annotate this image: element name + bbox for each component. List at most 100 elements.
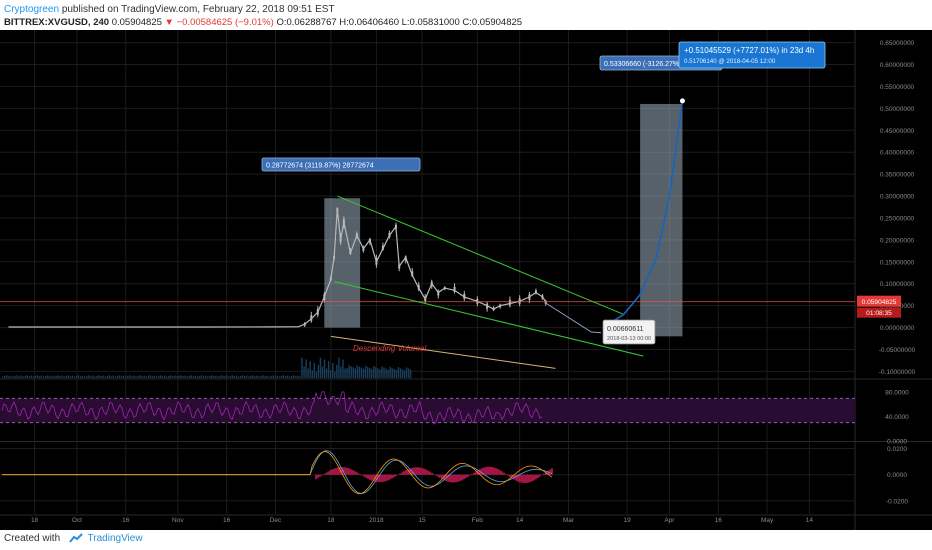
macd-histogram-bar: [535, 474, 537, 480]
volume-bar: [55, 375, 57, 378]
volume-bar: [38, 376, 41, 378]
candle-body: [528, 294, 531, 300]
volume-bar: [65, 375, 67, 378]
macd-histogram-bar: [525, 474, 527, 483]
volume-bar: [14, 375, 16, 378]
volume-bar: [47, 375, 49, 378]
volume-bar: [260, 375, 262, 378]
macd-histogram-bar: [421, 467, 423, 475]
price-axis[interactable]: 0.65000000 0.60000000 0.55000000 0.50000000…: [857, 40, 916, 376]
volume-bar: [131, 376, 133, 378]
macd-pane: 0.0200 0.0000 -0.0200: [0, 446, 908, 505]
volume-bar: [94, 376, 96, 378]
rsi-band: [0, 398, 855, 423]
volume-bar: [399, 368, 402, 378]
volume-bar: [323, 359, 326, 378]
volume-bar: [145, 376, 147, 378]
macd-histogram-bar: [533, 474, 535, 481]
chart-background: [0, 30, 932, 530]
macd-histogram-bar: [373, 474, 375, 482]
volume-bar: [139, 375, 141, 378]
volume-bar: [16, 375, 18, 378]
macd-histogram-bar: [451, 474, 453, 483]
volume-bar: [30, 375, 33, 378]
macd-histogram-bar: [347, 468, 349, 475]
projection-curve: [607, 100, 684, 326]
volume-bar: [116, 375, 119, 378]
volume-bar: [151, 376, 154, 378]
volume-bar: [102, 375, 104, 378]
macd-histogram-bar: [333, 468, 335, 475]
volume-bar: [293, 375, 295, 378]
macd-histogram-bar: [507, 474, 509, 476]
symbol-name[interactable]: BITTREX:XVGUSD, 240: [4, 17, 110, 28]
forecast-arrow: [545, 302, 602, 334]
volume-bar: [295, 376, 297, 378]
ohlc-values: O:0.06288767 H:0.06406460 L:0.05831000 C…: [276, 17, 523, 28]
volume-bars: [2, 357, 412, 378]
macd-histogram-bar: [391, 474, 393, 479]
price-tick-label: -0.10000000: [879, 369, 916, 376]
macd-histogram-bar: [365, 474, 367, 478]
rsi-pane: 80.0000 40.0000 0.0000: [0, 390, 909, 446]
macd-histogram-bar: [415, 467, 417, 475]
volume-bar: [332, 363, 334, 378]
publish-line: Cryptogreen published on TradingView.com…: [4, 4, 335, 15]
macd-signal-line: [2, 451, 553, 494]
target-sublabel: 0.51706140 @ 2018-04-05 12:00: [684, 58, 776, 65]
volume-bar: [286, 375, 289, 378]
price-chart[interactable]: 18 Oct 16 Nov 16 Dec 18 2018 15 Feb 14 Mar 19 Apr 16 Ma…: [0, 30, 932, 530]
macd-histogram-bar: [433, 474, 435, 475]
macd-histogram-bar: [399, 473, 401, 475]
volume-bar: [204, 375, 207, 378]
volume-bar: [176, 376, 178, 378]
volume-bar: [221, 375, 223, 378]
volume-bar: [77, 375, 80, 378]
volume-bar: [192, 376, 195, 378]
volume-bar: [360, 367, 363, 378]
volume-bar: [182, 376, 184, 378]
volume-bar: [301, 357, 303, 378]
time-axis[interactable]: 18 Oct 16 Nov 16 Dec 18 2018 15 Feb 14 Mar 19 Apr 16 Ma…: [31, 517, 813, 524]
macd-histogram-bar: [483, 467, 485, 475]
volume-bar: [166, 376, 168, 378]
volume-bar: [381, 366, 383, 378]
candle-body: [368, 238, 371, 243]
volume-bar: [245, 375, 248, 378]
macd-histogram-bar: [367, 474, 369, 479]
volume-bar: [161, 376, 164, 378]
macd-histogram-bar: [531, 474, 533, 482]
countdown-badge: [857, 307, 901, 318]
macd-tick-label: 0.0200: [887, 446, 907, 453]
footer: Created with TradingView: [0, 530, 932, 550]
volume-bar: [22, 376, 24, 378]
volume-bar: [375, 367, 377, 378]
tradingview-brand[interactable]: TradingView: [87, 533, 143, 544]
volume-bar: [137, 375, 139, 378]
macd-histogram-bar: [447, 474, 449, 482]
macd-histogram-bar: [377, 474, 379, 483]
volume-bar: [409, 369, 412, 378]
time-tick-label: 15: [418, 517, 426, 524]
volume-bar: [53, 376, 55, 378]
macd-histogram-bar: [493, 467, 495, 475]
macd-tick-label: -0.0200: [886, 498, 908, 505]
macd-histogram-bar: [487, 466, 489, 475]
tradingview-logo-icon: [69, 533, 83, 543]
volume-bar: [149, 375, 151, 378]
volume-bar: [36, 375, 39, 378]
macd-histogram-bar: [443, 474, 445, 481]
macd-histogram-bar: [349, 468, 351, 475]
chart-grid: [0, 30, 932, 530]
candle-body: [430, 281, 433, 287]
volume-bar: [303, 366, 305, 378]
volume-bar: [284, 376, 287, 378]
author-link[interactable]: Cryptogreen: [4, 4, 60, 15]
low-value-label: 0.00660611: [607, 326, 644, 333]
macd-tick-label: 0.0000: [887, 472, 907, 479]
volume-bar: [334, 372, 336, 378]
volume-bar: [61, 375, 63, 378]
volume-bar: [106, 375, 108, 378]
volume-trend-line: [330, 335, 556, 369]
volume-bar: [313, 363, 315, 378]
